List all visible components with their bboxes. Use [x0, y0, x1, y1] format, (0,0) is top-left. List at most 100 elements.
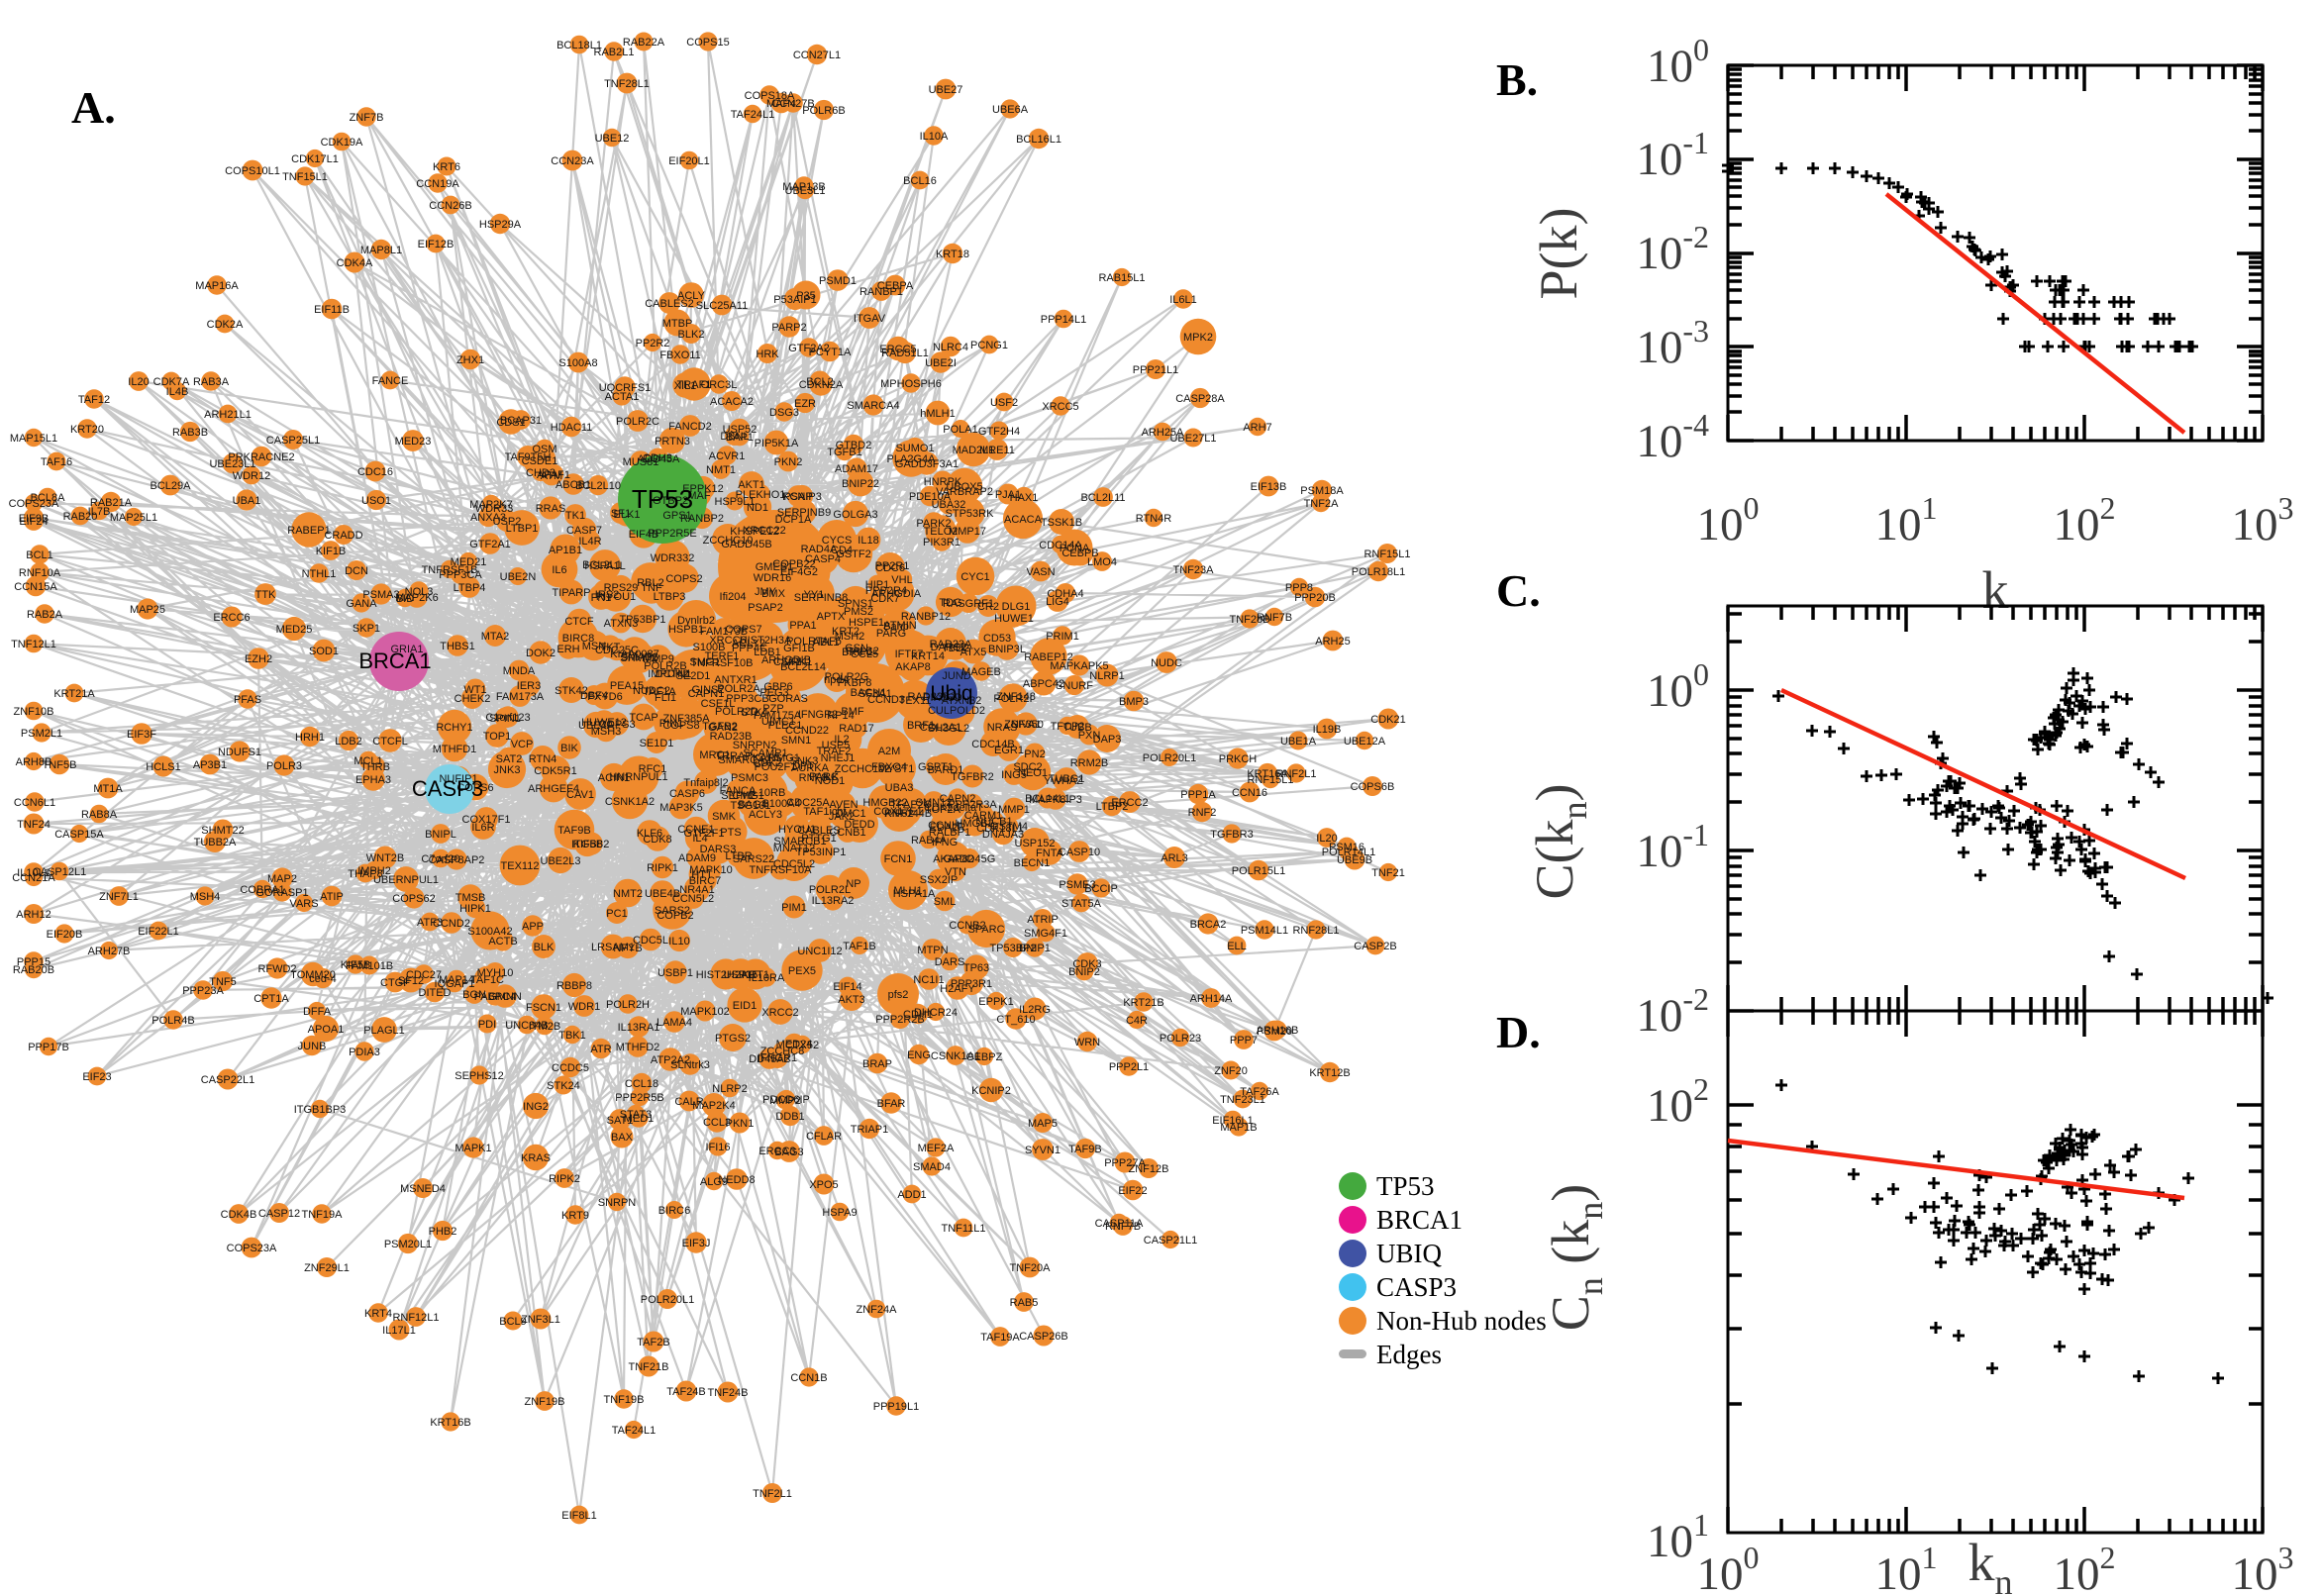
svg-text:TK1: TK1	[565, 510, 585, 522]
svg-text:MEF2A: MEF2A	[918, 1143, 955, 1154]
svg-text:10-2: 10-2	[1636, 219, 1709, 279]
svg-text:PPP17B: PPP17B	[28, 1042, 69, 1053]
svg-text:PPP27A: PPP27A	[1104, 1157, 1146, 1169]
svg-text:HIST2H2AC: HIST2H2AC	[696, 969, 757, 981]
svg-text:RCHY1: RCHY1	[436, 722, 472, 734]
svg-text:PEG3: PEG3	[759, 687, 788, 699]
svg-text:ATX5: ATX5	[960, 647, 987, 658]
svg-text:TAF16: TAF16	[41, 456, 72, 468]
svg-text:YWHAZ: YWHAZ	[1044, 775, 1083, 787]
svg-text:MAP15L1: MAP15L1	[10, 433, 57, 445]
svg-text:SPIN1: SPIN1	[489, 713, 521, 725]
svg-text:CASP10: CASP10	[1059, 847, 1100, 858]
svg-text:UBE12: UBE12	[595, 133, 630, 145]
svg-text:JAK2: JAK2	[829, 811, 855, 823]
svg-text:ACACA: ACACA	[1004, 514, 1043, 526]
svg-text:TAF9B: TAF9B	[1068, 1144, 1101, 1155]
svg-text:CASP3: CASP3	[412, 776, 483, 801]
svg-text:RNF7B: RNF7B	[1105, 1221, 1141, 1233]
svg-text:LTBR: LTBR	[725, 850, 752, 862]
svg-text:ARH25A: ARH25A	[1142, 427, 1184, 439]
svg-text:TNF5B: TNF5B	[43, 759, 77, 771]
svg-text:PSM18A: PSM18A	[1300, 485, 1344, 497]
svg-text:MED1: MED1	[624, 1113, 655, 1125]
svg-text:JUNB: JUNB	[298, 1041, 327, 1052]
svg-text:CAV1: CAV1	[566, 789, 594, 801]
svg-text:TSG101: TSG101	[731, 800, 771, 812]
svg-text:PPP2R2B: PPP2R2B	[875, 1014, 925, 1026]
svg-text:KIF1B: KIF1B	[316, 546, 347, 557]
svg-text:PEA15: PEA15	[610, 680, 644, 692]
svg-text:DAP3: DAP3	[1093, 734, 1122, 746]
svg-text:CDC6: CDC6	[875, 562, 905, 574]
svg-text:MMP2: MMP2	[769, 1095, 801, 1107]
svg-text:UBE27: UBE27	[929, 84, 963, 96]
svg-text:PABPC4: PABPC4	[474, 991, 517, 1003]
svg-text:S100A42: S100A42	[467, 926, 512, 938]
svg-text:TNF24: TNF24	[17, 819, 50, 831]
svg-text:ZCCHC102: ZCCHC102	[835, 763, 891, 775]
svg-text:PPP1A: PPP1A	[1180, 789, 1216, 801]
svg-text:POLR20L1: POLR20L1	[1143, 752, 1196, 764]
svg-text:MAPK102: MAPK102	[680, 1006, 730, 1018]
svg-text:kn: kn	[1969, 1533, 2013, 1596]
svg-text:UBA32: UBA32	[932, 499, 966, 511]
svg-text:UBE2L3: UBE2L3	[541, 855, 581, 867]
svg-text:DARS: DARS	[935, 956, 965, 968]
svg-text:NOD1: NOD1	[815, 775, 846, 787]
svg-text:CAPN2: CAPN2	[940, 793, 976, 805]
svg-text:WDR12: WDR12	[233, 470, 271, 482]
svg-text:IL4: IL4	[692, 833, 707, 845]
svg-text:PSM20L1: PSM20L1	[384, 1239, 432, 1250]
svg-text:DCP1A: DCP1A	[775, 514, 812, 526]
svg-text:USP152: USP152	[1015, 838, 1056, 849]
svg-text:CTGF: CTGF	[380, 977, 410, 989]
svg-text:CDK8: CDK8	[643, 834, 671, 846]
svg-text:SLC25A11: SLC25A11	[696, 300, 748, 312]
svg-text:SF1: SF1	[611, 508, 631, 520]
svg-text:GADD45B: GADD45B	[721, 539, 771, 550]
svg-text:EIF9B: EIF9B	[19, 513, 50, 525]
svg-text:POLR2I: POLR2I	[993, 693, 1032, 705]
svg-text:FANCA: FANCA	[720, 785, 757, 797]
svg-text:TOMM20: TOMM20	[290, 969, 336, 981]
svg-text:RRAS: RRAS	[536, 503, 566, 515]
svg-text:A2M: A2M	[878, 746, 901, 757]
svg-text:PPP21L1: PPP21L1	[1133, 364, 1178, 376]
svg-text:EIF22: EIF22	[1118, 1185, 1147, 1197]
svg-text:SPNS1: SPNS1	[838, 598, 873, 610]
svg-text:CASP3: CASP3	[1376, 1272, 1457, 1302]
svg-text:CABLES: CABLES	[797, 825, 840, 837]
svg-text:SKP1: SKP1	[353, 623, 380, 635]
svg-text:AKAP82: AKAP82	[933, 853, 974, 865]
svg-text:TNF21: TNF21	[1371, 867, 1405, 879]
svg-text:TRRAP: TRRAP	[715, 750, 752, 762]
svg-text:USP15: USP15	[724, 969, 758, 981]
svg-text:IFNG: IFNG	[932, 837, 958, 848]
svg-text:BCL2L10: BCL2L10	[575, 480, 621, 492]
svg-text:ARHGDIB: ARHGDIB	[761, 654, 811, 666]
svg-text:CDK21: CDK21	[1370, 714, 1405, 726]
svg-text:RFC1: RFC1	[639, 763, 667, 775]
svg-text:MAP14: MAP14	[439, 974, 474, 986]
svg-text:100: 100	[1697, 1540, 1760, 1596]
svg-text:GTF2F1: GTF2F1	[684, 828, 725, 840]
svg-text:KCNIP3: KCNIP3	[782, 491, 822, 503]
svg-text:hMLH1: hMLH1	[920, 408, 955, 420]
svg-text:KRT18: KRT18	[936, 249, 969, 260]
svg-text:MYH10: MYH10	[477, 967, 514, 979]
svg-text:RNF144B: RNF144B	[884, 808, 932, 820]
svg-text:PPP23A: PPP23A	[182, 985, 224, 997]
svg-text:BCL8A: BCL8A	[31, 492, 66, 504]
svg-text:KRT6: KRT6	[433, 161, 460, 173]
svg-text:IL10L1: IL10L1	[17, 867, 50, 879]
svg-text:TNF23A: TNF23A	[1173, 564, 1215, 576]
svg-text:KRT21A: KRT21A	[53, 688, 95, 700]
svg-text:DARS2: DARS2	[931, 642, 967, 653]
svg-text:TAF1C: TAF1C	[470, 974, 504, 986]
svg-text:ENG: ENG	[907, 1049, 931, 1061]
svg-text:ERCC5: ERCC5	[879, 344, 916, 355]
svg-text:MT1A: MT1A	[93, 783, 123, 795]
svg-text:POLR2H: POLR2H	[606, 999, 650, 1011]
svg-text:SE1D1: SE1D1	[640, 738, 674, 749]
